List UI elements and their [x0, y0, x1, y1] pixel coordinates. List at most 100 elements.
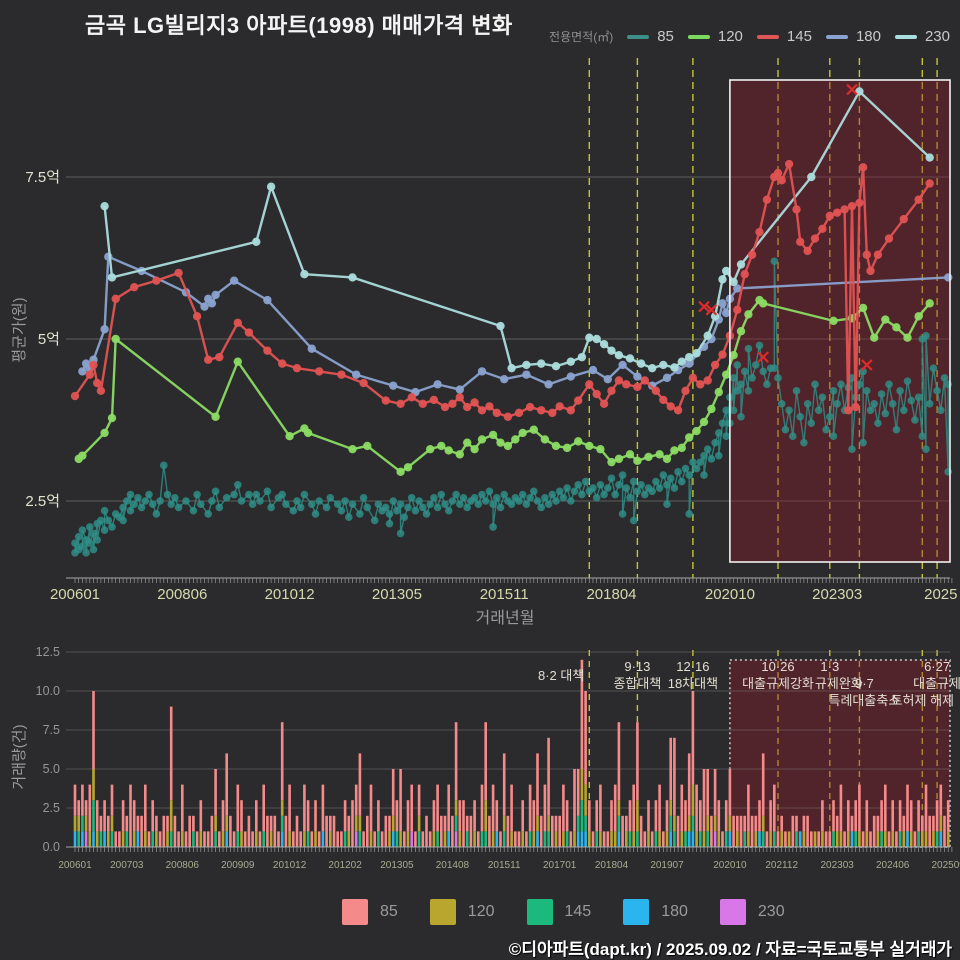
- volume-x-tick-label: 200909: [221, 860, 255, 871]
- volume-x-tick-label: 200806: [166, 860, 200, 871]
- volume-x-tick-label: 200601: [58, 860, 92, 871]
- volume-y-axis-title: 거래량(건): [11, 724, 28, 789]
- legend-item-145[interactable]: 145: [756, 28, 812, 45]
- price-y-tick-label: 5억: [38, 331, 60, 348]
- price-x-tick-label: 200806: [157, 586, 207, 603]
- policy-annotation: 8·2 대책: [538, 668, 584, 683]
- policy-annotation: 토허제 해제: [891, 693, 954, 708]
- series-85: [71, 257, 952, 557]
- volume-x-tick-label: 201012: [273, 860, 307, 871]
- legend-line-swatch: [894, 34, 917, 39]
- volume-x-axis: 200601 200703 200806 200909 201012 201202 2013…: [11, 724, 960, 871]
- price-y-axis-title: 평균가(원): [11, 297, 28, 362]
- price-x-axis: 200601 200806 201012 201305 201511 201804 2020…: [11, 297, 957, 627]
- price-x-tick-label: 201804: [586, 586, 636, 603]
- policy-annotation: 특례대출축소: [829, 693, 901, 708]
- volume-x-tick-label: 200703: [110, 860, 144, 871]
- volume-x-tick-label: 201907: [650, 860, 684, 871]
- volume-legend-item-145[interactable]: 145: [526, 899, 592, 925]
- legend-item-label: 180: [855, 28, 881, 45]
- legend-item-label: 120: [717, 28, 743, 45]
- legend-square-swatch: [526, 899, 553, 925]
- volume-y-tick-label: 2.5: [43, 801, 60, 815]
- legend-square-swatch: [623, 899, 650, 925]
- series-120: [74, 295, 934, 477]
- volume-x-tick-label: 201804: [595, 860, 629, 871]
- series-145: [70, 159, 934, 421]
- legend-line-swatch: [627, 34, 650, 39]
- volume-y-tick-label: 7.5: [43, 723, 60, 737]
- legend-item-120[interactable]: 120: [687, 28, 743, 45]
- volume-bars: [73, 659, 950, 847]
- volume-x-tick-label: 202303: [821, 860, 855, 871]
- volume-x-tick-label: 202406: [876, 860, 910, 871]
- volume-highlight-border: [729, 659, 951, 848]
- price-x-axis-title: 거래년월: [476, 609, 535, 627]
- policy-annotation: 규제완화: [815, 676, 863, 691]
- price-x-tick-label: 2025: [924, 586, 957, 603]
- volume-x-tick-label: 202112: [765, 860, 798, 871]
- policy-annotation: 종합대책: [613, 676, 661, 691]
- policy-annotation: 18차대책: [668, 676, 718, 691]
- volume-legend-item-180[interactable]: 180: [623, 899, 688, 925]
- price-y-tick-label: 7.5억: [25, 169, 60, 186]
- volume-x-tick-label: 201701: [543, 860, 577, 871]
- series-180: [78, 252, 953, 397]
- policy-annotation: 9·7: [855, 676, 874, 691]
- series-230: [100, 87, 934, 373]
- volume-x-tick-label: 202509: [932, 860, 960, 871]
- policy-annotation: 10·26: [761, 659, 794, 674]
- volume-x-tick-label: 201202: [328, 860, 362, 871]
- volume-y-tick-label: 5.0: [43, 762, 60, 776]
- legend-square-swatch: [719, 899, 746, 925]
- price-x-tick-label: 201511: [480, 586, 529, 603]
- price-x-tick-label: 202303: [812, 586, 862, 603]
- volume-y-tick-label: 12.5: [36, 645, 60, 659]
- legend-item-180[interactable]: 180: [825, 28, 881, 45]
- price-x-tick-label: 201012: [265, 586, 315, 603]
- legend-item-label: 145: [786, 28, 812, 45]
- policy-annotation: 대출규제강화: [742, 676, 814, 691]
- canceled-transaction-marks: [698, 83, 873, 371]
- policy-annotation: 6·27: [924, 659, 950, 674]
- legend-item-label: 85: [380, 903, 398, 920]
- price-series-legend: 전용면적(㎡) 85 120 145 180 230: [549, 28, 950, 45]
- volume-x-tick-label: 201511: [488, 860, 521, 871]
- policy-annotation: 1·3: [820, 659, 839, 674]
- price-x-tick-label: 201305: [372, 586, 422, 603]
- volume-y-tick-label: 0.0: [43, 840, 60, 854]
- legend-item-label: 230: [924, 28, 950, 45]
- legend-square-swatch: [429, 899, 456, 925]
- top-legend-title: 전용면적(㎡): [549, 30, 614, 44]
- price-x-tick-label: 200601: [50, 586, 100, 603]
- volume-x-tick-label: 201305: [380, 860, 414, 871]
- legend-square-swatch: [342, 899, 368, 925]
- legend-item-label: 85: [657, 28, 674, 45]
- policy-annotation: 대출규제: [913, 676, 960, 691]
- legend-item-label: 230: [757, 903, 785, 920]
- legend-line-swatch: [687, 34, 710, 39]
- volume-gridlines: 0.0 2.5 5.0 7.5 10.0 12.5: [36, 645, 950, 854]
- policy-annotations: 8·2 대책 9·13 종합대책 12·16 18차대책 10·26 대출규제강화 1·3 규제…: [538, 659, 960, 708]
- volume-legend-item-230[interactable]: 230: [719, 899, 785, 925]
- legend-item-label: 145: [564, 903, 592, 920]
- legend-line-swatch: [825, 34, 848, 39]
- volume-x-tick-label: 201408: [436, 860, 470, 871]
- legend-item-85[interactable]: 85: [627, 28, 674, 45]
- policy-annotation: 9·13: [624, 659, 650, 674]
- page-title: 금곡 LG빌리지3 아파트(1998) 매매가격 변화: [85, 13, 513, 38]
- volume-x-tick-label: 202010: [713, 860, 747, 871]
- policy-annotation: 12·16: [676, 659, 709, 674]
- legend-item-230[interactable]: 230: [894, 28, 950, 45]
- price-highlight-border: [729, 79, 951, 563]
- volume-legend-item-120[interactable]: 120: [429, 899, 495, 925]
- legend-item-label: 120: [467, 903, 495, 920]
- price-x-tick-label: 202010: [705, 586, 755, 603]
- legend-line-swatch: [756, 34, 779, 39]
- price-y-tick-label: 2.5억: [25, 493, 60, 510]
- footer-credit: ©디아파트(dapt.kr) / 2025.09.02 / 자료=국토교통부 실…: [508, 940, 952, 959]
- volume-legend-item-85[interactable]: 85: [342, 899, 398, 925]
- volume-y-tick-label: 10.0: [36, 684, 60, 698]
